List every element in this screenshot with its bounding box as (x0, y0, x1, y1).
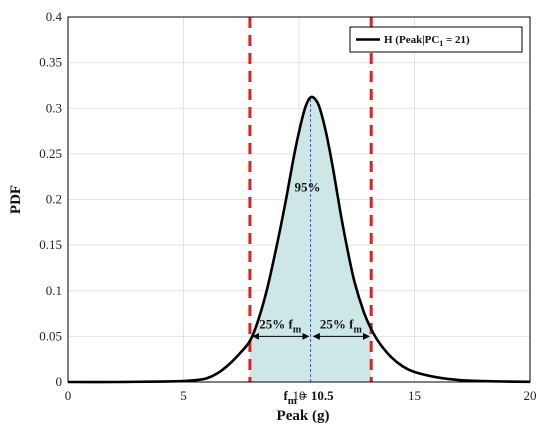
y-tick-label: 0.1 (46, 283, 62, 298)
shaded-region-label: 95% (295, 180, 321, 195)
arrow-label-2: 25% fm (320, 316, 363, 335)
y-tick-label: 0.25 (39, 146, 62, 161)
y-tick-labels: 0 0.05 0.1 0.15 0.2 0.25 0.3 0.35 0.4 (39, 9, 62, 389)
y-tick-label: 0.4 (46, 9, 63, 24)
y-tick-label: 0.15 (39, 237, 62, 252)
plot-frame (67, 16, 531, 383)
arrow-label-1: 25% fm (259, 316, 302, 335)
legend: H (Peak|PC1 = 21) (349, 26, 523, 53)
x-tick-label: 20 (524, 388, 537, 403)
y-tick-label: 0.35 (39, 55, 62, 70)
x-tick-labels: 0 5 10 15 20 (65, 388, 537, 403)
y-tick-label: 0.3 (46, 100, 62, 115)
y-tick-label: 0.2 (46, 192, 62, 207)
x-axis-label: Peak (g) (277, 408, 330, 424)
x-tick-label: 10 (293, 388, 306, 403)
pdf-curve (67, 95, 531, 384)
y-tick-label: 0.05 (39, 328, 62, 343)
legend-label: H (Peak|PC1 = 21) (384, 34, 470, 48)
median-label: fm = 10.5 (283, 388, 334, 407)
x-tick-label: 15 (408, 388, 421, 403)
x-tick-label: 5 (180, 388, 187, 403)
bound-lines (248, 17, 373, 382)
arrows: 25% fm 25% fm (252, 316, 370, 340)
x-tick-label: 0 (65, 388, 72, 403)
y-axis-label: PDF (8, 185, 24, 214)
y-tick-label: 0 (56, 374, 63, 389)
